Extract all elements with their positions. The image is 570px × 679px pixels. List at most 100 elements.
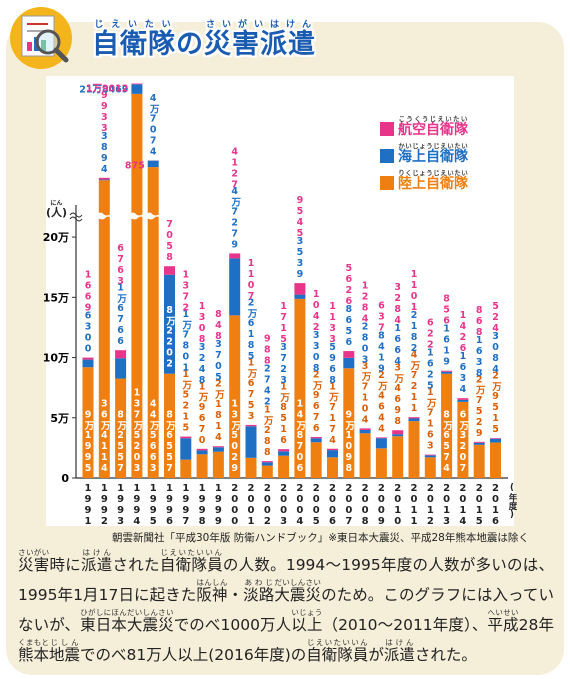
value-label: 9933 (99, 90, 110, 134)
value-label: 1万7163 (425, 387, 438, 452)
bar-break (130, 212, 144, 220)
value-label: 1625 (425, 348, 436, 392)
value-label: 9545 (294, 195, 305, 239)
bar-segment (424, 455, 436, 458)
x-tick-label: 1992 (99, 483, 110, 527)
x-tick-label: 2009 (376, 483, 387, 527)
value-label: 3894 (99, 131, 110, 175)
x-tick-label: 2011 (409, 483, 420, 527)
value-label: 14万8706 (294, 399, 307, 475)
bar-segment (490, 438, 501, 443)
x-tick-label: 1999 (213, 483, 224, 527)
x-tick-label: 1993 (115, 483, 126, 527)
value-label: 1284 (360, 280, 371, 324)
bar-segment (343, 368, 355, 478)
value-label: 875 (125, 160, 145, 171)
bar-segment (490, 438, 501, 439)
value-label: 1372 (180, 270, 191, 314)
bar-segment (278, 449, 290, 452)
ruby-text: 熊本くまもと (18, 638, 49, 664)
bar-segment (261, 462, 273, 466)
value-label: 1669 (83, 270, 94, 314)
value-label: 8万2202 (164, 305, 177, 370)
x-tick-label: 2007 (343, 483, 354, 527)
legend-swatch (380, 122, 394, 136)
ruby-base: 自衛隊員 (159, 556, 223, 574)
bar-segment (424, 454, 436, 456)
value-label: 2万6185 (246, 297, 259, 362)
value-label: 9万1995 (83, 410, 96, 475)
value-label: 3084 (490, 331, 501, 375)
ruby-base: 人 (50, 206, 63, 219)
x-tick-label: 2001 (246, 483, 257, 527)
y-tick-label: 10万 (43, 352, 69, 365)
ruby-reading: さいがい (18, 548, 50, 557)
value-label: 1万288 (262, 405, 275, 459)
ruby-text: 災害派遣さいがいはけん (204, 20, 316, 60)
bar-segment (359, 428, 371, 430)
ruby-text: 地震じしん (49, 638, 80, 664)
ruby-reading: じえいたい (92, 20, 176, 30)
value-label: 1426 (457, 310, 468, 354)
ruby-text: 大震災だいしんさい (274, 578, 321, 604)
bar-segment (327, 450, 338, 458)
bar-segment (164, 274, 175, 374)
x-tick-label: 1997 (180, 483, 191, 527)
value-label: 1万9012 (86, 84, 129, 95)
bar-segment (473, 444, 485, 478)
bar-segment (245, 426, 257, 458)
ruby-reading: いじょう (291, 608, 323, 617)
bar-segment (180, 436, 192, 439)
value-label: 8万2557 (115, 410, 128, 475)
x-tick-label: 1998 (197, 483, 208, 527)
bar-segment (196, 448, 208, 451)
bar-segment (473, 441, 485, 443)
value-label: 2742 (262, 364, 273, 408)
y-axis-label: (人にん) (46, 200, 67, 220)
x-tick-label: 2010 (392, 483, 403, 527)
value-label: 9万1098 (343, 410, 356, 475)
bar-segment (327, 448, 338, 451)
value-label: 8419 (376, 330, 387, 374)
bar-segment (343, 351, 355, 358)
bar-segment (375, 438, 387, 449)
caption: 災害さいがい時に派遣はけんされた自衛隊員じえいたいいんの人数。1994～1995… (18, 548, 554, 670)
value-label: 8万6574 (441, 410, 454, 475)
bar-segment (245, 457, 257, 478)
bar-segment (196, 454, 208, 478)
value-label: 1042 (311, 289, 322, 333)
bar-segment (147, 160, 159, 168)
value-label: 1万6766 (115, 283, 128, 348)
bar-segment (343, 357, 355, 369)
legend-label: 陸上自衛隊りくじょうじえいたい (398, 169, 468, 193)
legend-swatch (380, 176, 394, 190)
value-label: 8656 (343, 304, 354, 348)
value-label: 2803 (360, 321, 371, 365)
value-label: 2万1814 (213, 379, 226, 444)
bar-segment (115, 378, 127, 478)
x-tick-label: 2004 (294, 483, 305, 527)
bar-segment (164, 266, 175, 275)
value-label: 2万7529 (474, 374, 487, 439)
value-label: 3248 (197, 342, 208, 386)
legend-reading: りくじょうじえいたい (398, 169, 468, 177)
ruby-text: 淡路あわじ (243, 578, 274, 604)
text-run: （2010～2011年度）、 (322, 616, 488, 634)
legend-item: 航空自衛隊こうくうじえいたい (380, 112, 468, 139)
bar-segment (212, 446, 224, 448)
bar-segment (473, 442, 485, 445)
bar-segment (278, 451, 290, 456)
ruby-base: 自衛隊員 (306, 646, 369, 664)
x-axis-label: (年度) (507, 483, 517, 520)
bar-segment (424, 457, 436, 478)
ruby-base: 東日本大震災 (80, 616, 174, 634)
ruby-text: 自衛隊員じえいたいいん (306, 638, 369, 664)
ruby-reading: ひがしにほんだいしんさい (80, 608, 174, 617)
value-label: 1万9670 (197, 381, 210, 446)
bar-segment (164, 373, 175, 478)
ruby-base: 平成 (487, 616, 519, 634)
bar-segment (392, 430, 404, 435)
legend-label: 航空自衛隊こうくうじえいたい (398, 115, 468, 139)
bar-segment (261, 465, 273, 478)
